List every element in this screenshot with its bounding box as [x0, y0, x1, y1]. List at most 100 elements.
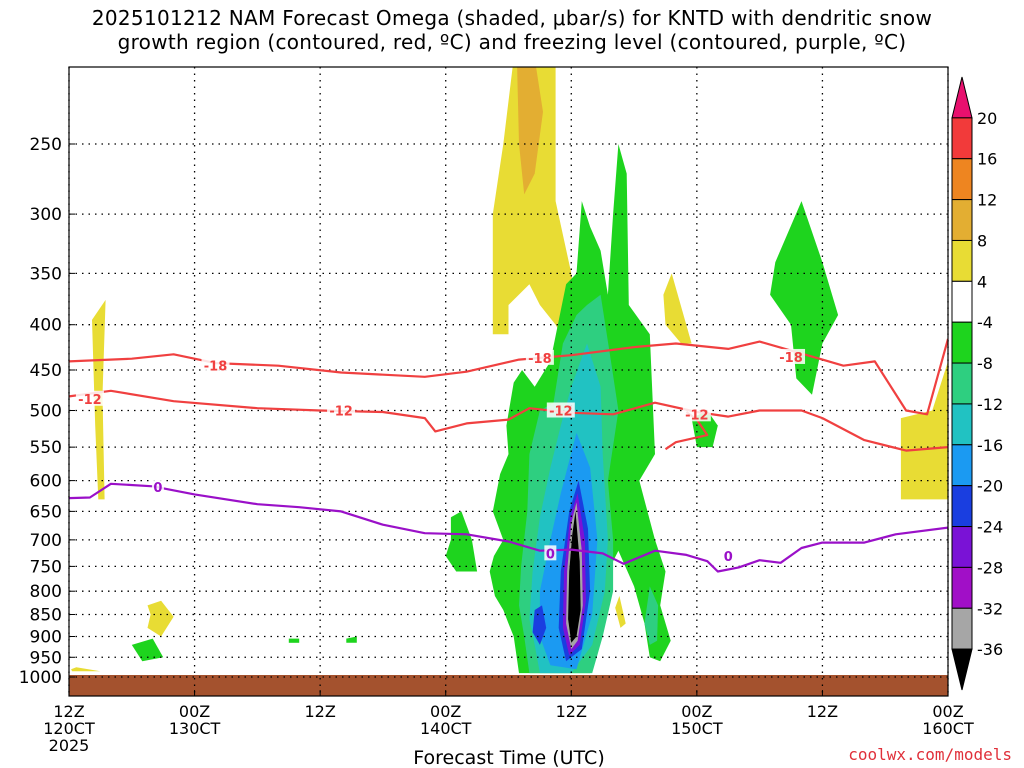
omega-region-green-12: [131, 638, 164, 662]
chart-subtitle: growth region (contoured, red, ºC) and f…: [117, 30, 907, 54]
contour-label-bg: [722, 548, 735, 564]
x-tick-label: 12Z: [807, 702, 838, 721]
x-tick-label: 150CT: [671, 719, 723, 738]
x-tick-label: 00Z: [681, 702, 712, 721]
colorbar-swatch-14: [951, 648, 973, 691]
y-tick-label: 1000: [19, 668, 62, 688]
x-tick-label: 160CT: [922, 719, 974, 738]
colorbar-label: 20: [977, 109, 997, 128]
colorbar-swatch-1: [951, 117, 973, 160]
contour-labels: -18 -18 -18 -12 -12 -12 -12 0 0 0: [75, 348, 806, 565]
omega-region-teal-16: [644, 586, 659, 645]
colorbar-label: -12: [977, 395, 1003, 414]
x-tick-label: 00Z: [179, 702, 210, 721]
y-tick-label: 700: [30, 531, 62, 551]
colorbar-swatch-5: [951, 280, 973, 323]
y-tick-label: 450: [30, 361, 62, 381]
colorbar-label: -28: [977, 558, 1003, 577]
colorbar-swatch-7: [951, 362, 973, 405]
omega-region-orange-1: [517, 67, 543, 195]
colorbar-label: -32: [977, 599, 1003, 618]
y-tick-label: 800: [30, 582, 62, 602]
y-tick-label: 500: [30, 402, 62, 422]
x-tick-label: 140CT: [420, 719, 472, 738]
y-axis: 2503003504004505005506006507007508008509…: [19, 135, 75, 688]
y-tick-label: 250: [30, 135, 62, 155]
colorbar-label: -16: [977, 436, 1003, 455]
omega-region-darkblue-19: [532, 605, 547, 645]
colorbar-swatch-4: [951, 239, 973, 282]
x-tick-label: 00Z: [932, 702, 963, 721]
colorbar-swatch-10: [951, 485, 973, 528]
x-tick-label: 12Z: [556, 702, 587, 721]
contour-label-dgz_minus18-2: -18: [779, 351, 803, 366]
colorbar-swatch-8: [951, 403, 973, 446]
colorbar-label: -4: [977, 313, 993, 332]
omega-region-green-8: [770, 201, 839, 395]
omega-region-black-23: [568, 511, 581, 643]
contour-label-dgz_minus18-1: -18: [528, 352, 552, 367]
colorbar-swatch-12: [951, 566, 973, 609]
x-tick-label: 2025: [49, 736, 90, 755]
contour-label-dgz_minus12-0: -12: [78, 393, 102, 408]
x-tick-label: 12Z: [53, 702, 84, 721]
colorbar-label: -8: [977, 354, 993, 373]
y-tick-label: 950: [30, 648, 62, 668]
x-tick-label: 12Z: [304, 702, 335, 721]
contour-label-bg: [525, 349, 554, 365]
y-tick-label: 750: [30, 557, 62, 577]
contour-label-freezing_0-2: 0: [724, 550, 733, 565]
y-tick-label: 400: [30, 316, 62, 336]
colorbar-swatch-6: [951, 321, 973, 364]
x-axis-label: Forecast Time (UTC): [413, 747, 604, 768]
omega-region-yellow-6: [71, 667, 101, 672]
y-tick-label: 850: [30, 606, 62, 626]
contour-label-dgz_minus12-2: -12: [549, 405, 573, 420]
contour-label-dgz_minus12-1: -12: [329, 405, 353, 420]
colorbar-label: 12: [977, 191, 997, 210]
y-tick-label: 300: [30, 205, 62, 225]
contour-label-freezing_0-0: 0: [153, 481, 162, 496]
omega-shading: [71, 67, 948, 674]
y-tick-label: 550: [30, 438, 62, 458]
contour-label-bg: [682, 406, 711, 422]
contour-label-dgz_minus18-0: -18: [204, 360, 228, 375]
contour-label-bg: [546, 402, 575, 418]
x-tick-label: 120CT: [43, 719, 95, 738]
omega-region-green-13: [346, 636, 357, 643]
y-tick-label: 600: [30, 472, 62, 492]
contour-label-dgz_minus12-3: -12: [685, 408, 709, 423]
colorbar: 20 16 12 8 4 -4 -8 -12 -16 -20 -24 -28 -32 -36: [951, 76, 1003, 691]
colorbar-swatch-9: [951, 444, 973, 487]
contour-label-bg: [75, 390, 104, 406]
omega-region-yellow-4: [900, 361, 948, 500]
colorbar-swatch-3: [951, 199, 973, 241]
colorbar-swatch-0: [951, 76, 973, 119]
colorbar-label: -20: [977, 477, 1003, 496]
omega-region-green-14: [288, 638, 300, 643]
plot-frame: [68, 66, 949, 697]
colorbar-label: 8: [977, 231, 987, 250]
omega-region-yellow-5: [147, 600, 174, 637]
contour-label-bg: [201, 357, 230, 373]
omega-region-yellow-0: [492, 67, 578, 344]
contour-label-bg: [327, 402, 356, 418]
ground-fill: [69, 675, 948, 696]
colorbar-swatch-2: [951, 158, 973, 201]
colorbar-swatch-13: [951, 607, 973, 650]
x-tick-label: 130CT: [169, 719, 221, 738]
y-tick-label: 650: [30, 502, 62, 522]
contour-label-bg: [544, 545, 557, 561]
contour-freezing_0: [69, 482, 948, 573]
colorbar-label: 16: [977, 150, 997, 169]
contour-label-bg: [151, 478, 164, 494]
y-tick-label: 900: [30, 627, 62, 647]
colorbar-label: 4: [977, 272, 987, 291]
colorbar-label: -24: [977, 518, 1003, 537]
chart-title: 2025101212 NAM Forecast Omega (shaded, μ…: [91, 6, 933, 30]
omega-region-yellow-7: [615, 596, 626, 628]
y-tick-label: 350: [30, 264, 62, 284]
contour-label-freezing_0-1: 0: [546, 547, 555, 562]
